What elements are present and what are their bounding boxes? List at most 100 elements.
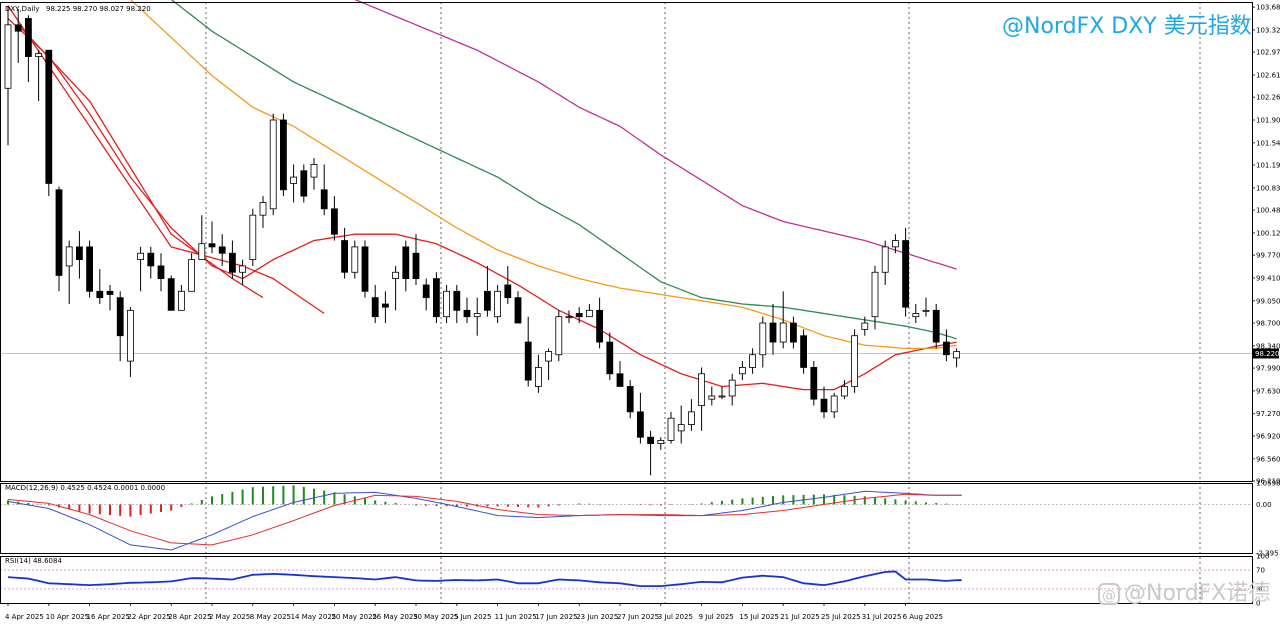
candle-body <box>392 271 400 280</box>
candle-body <box>800 335 807 368</box>
candle <box>759 316 767 368</box>
candle <box>65 240 73 304</box>
candle-body <box>300 170 308 197</box>
grid-lines <box>0 2 1252 603</box>
candle <box>137 246 145 292</box>
candle <box>361 240 369 298</box>
candle-body <box>116 297 124 337</box>
candle <box>902 227 909 317</box>
candle-body <box>402 246 410 280</box>
candle <box>45 49 53 197</box>
candle <box>769 303 777 355</box>
macd-label: MACD(12,26,9) 0.4525 0.4524 0.0001 0.000… <box>5 484 165 492</box>
watermark-bottom-text: @NordFX诺德 <box>1124 581 1271 606</box>
moving-average-line <box>354 0 957 270</box>
candle <box>290 164 298 203</box>
candle <box>616 361 624 387</box>
candle <box>198 215 206 260</box>
candle-body <box>147 252 155 267</box>
panel-frame <box>0 556 1253 604</box>
candle <box>392 265 400 311</box>
candle <box>739 361 746 381</box>
date-tick-label: 22 Apr 2025 <box>127 613 170 621</box>
price-tick-label: 98.340 <box>1256 342 1280 350</box>
candle <box>698 367 705 431</box>
candle-body <box>677 424 685 432</box>
rsi-tick-label: 0 <box>1256 600 1260 608</box>
rsi-label: RSI(14) 48.6084 <box>5 557 62 565</box>
candle <box>779 291 787 349</box>
price-tick-label: 98.700 <box>1256 320 1280 328</box>
candle <box>606 332 614 381</box>
date-tick-label: 25 Jul 2025 <box>821 613 861 621</box>
panel-frame <box>0 483 1253 554</box>
candle <box>76 231 83 279</box>
macd-tick-label: 0.00 <box>1256 501 1272 509</box>
candle <box>96 269 104 304</box>
candle-body <box>953 351 960 359</box>
candle <box>667 411 675 444</box>
date-tick-label: 28 Apr 2025 <box>168 613 211 621</box>
price-tick-label: 97.630 <box>1256 387 1280 395</box>
candle <box>177 284 185 311</box>
candle-body <box>208 243 216 248</box>
candle <box>504 265 512 304</box>
candle <box>167 275 175 311</box>
candle-body <box>779 322 787 343</box>
candle-body <box>14 24 22 32</box>
candle <box>463 297 471 324</box>
candle <box>596 297 603 349</box>
rsi-tick-label: 70 <box>1256 567 1265 575</box>
candle-body <box>749 354 756 368</box>
candle <box>422 278 430 311</box>
price-tick-label: 99.770 <box>1256 252 1280 260</box>
price-tick-label: 96.210 <box>1256 478 1280 486</box>
moving-average-lines <box>7 0 957 391</box>
candle <box>494 284 502 324</box>
candle-body <box>137 252 145 260</box>
date-tick-label: 21 Jul 2025 <box>780 613 820 621</box>
candle <box>228 240 236 279</box>
candle <box>647 430 654 476</box>
candle-body <box>473 313 481 318</box>
candle-body <box>127 309 134 362</box>
candle <box>728 373 736 406</box>
candle-body <box>24 18 32 57</box>
candle-body <box>759 322 767 356</box>
candle-body <box>55 189 63 276</box>
candle <box>586 303 593 318</box>
candle-body <box>259 202 267 216</box>
candle-body <box>708 395 716 400</box>
candle <box>830 392 838 419</box>
candle-body <box>657 439 665 444</box>
candle <box>861 316 869 336</box>
candle-body <box>535 367 542 387</box>
price-tick-label: 99.410 <box>1256 274 1280 282</box>
weibo-at-icon: @ <box>1098 583 1120 605</box>
candle-body <box>586 309 593 318</box>
candle <box>300 164 308 203</box>
watermark-top: @NordFX DXY 美元指数 <box>1002 14 1252 39</box>
candle <box>55 186 63 292</box>
candle <box>279 113 287 197</box>
candle <box>127 307 134 377</box>
candle-body <box>790 322 797 343</box>
candle <box>116 291 124 362</box>
candle-body <box>688 411 695 425</box>
candle <box>881 240 889 285</box>
candle <box>545 348 552 381</box>
candle-body <box>943 341 950 356</box>
candle-body <box>351 246 359 273</box>
macd-tick-label: 1.0598 <box>1256 480 1280 488</box>
candle <box>320 164 328 216</box>
rsi-tick-label: 30 <box>1256 585 1265 593</box>
candle-body <box>341 240 349 273</box>
price-tick-label: 97.270 <box>1256 410 1280 418</box>
candle <box>381 291 389 324</box>
candle <box>790 316 797 349</box>
candle-body <box>198 243 206 260</box>
candle-body <box>412 252 420 280</box>
candle <box>208 221 216 254</box>
macd-signal-line <box>7 493 962 546</box>
